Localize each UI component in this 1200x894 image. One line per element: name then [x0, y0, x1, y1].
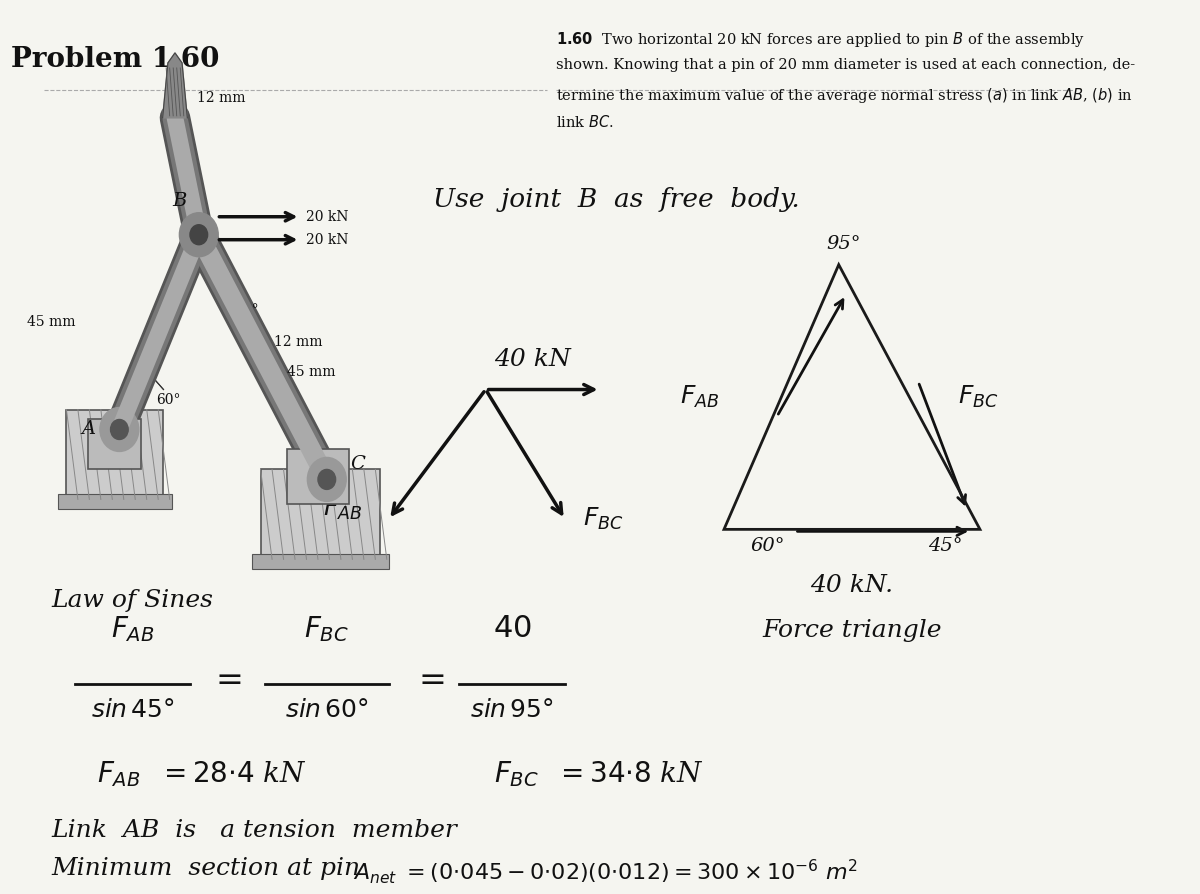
Circle shape: [100, 408, 139, 451]
Text: 12 mm: 12 mm: [274, 334, 323, 349]
Text: $F_{BC}$: $F_{BC}$: [305, 614, 349, 645]
Text: $F_{AB}$: $F_{AB}$: [110, 614, 155, 645]
Circle shape: [307, 458, 347, 502]
Text: 40 kN.: 40 kN.: [810, 574, 894, 597]
Text: Link  AB  is   a tension  member: Link AB is a tension member: [52, 819, 457, 842]
Text: 20 kN: 20 kN: [306, 210, 348, 224]
Text: $\mathbf{1.60}$  Two horizontal 20 kN forces are applied to pin $B$ of the assem: $\mathbf{1.60}$ Two horizontal 20 kN for…: [557, 30, 1086, 49]
Text: $F_{BC}$: $F_{BC}$: [583, 506, 623, 533]
Text: 45°: 45°: [235, 303, 259, 316]
Text: $F_{AB}$: $F_{AB}$: [680, 384, 720, 409]
Text: 12 mm: 12 mm: [197, 91, 246, 105]
Circle shape: [110, 419, 128, 440]
Text: C: C: [350, 455, 365, 474]
Text: $sin\,45°$: $sin\,45°$: [91, 699, 174, 722]
Circle shape: [318, 469, 336, 489]
Text: $F_{BC}$: $F_{BC}$: [958, 384, 998, 409]
Text: $F_{BC}$  $= 34{\cdot}8$ kN: $F_{BC}$ $= 34{\cdot}8$ kN: [494, 759, 704, 789]
Text: Problem 1.60: Problem 1.60: [11, 46, 220, 73]
Text: $sin\,60°$: $sin\,60°$: [284, 699, 368, 722]
Text: Use  joint  B  as  free  body.: Use joint B as free body.: [433, 187, 799, 212]
Polygon shape: [163, 53, 187, 118]
Text: $sin\,95°$: $sin\,95°$: [470, 699, 554, 722]
Text: $F_{AB}$  $= 28{\cdot}4$ kN: $F_{AB}$ $= 28{\cdot}4$ kN: [97, 759, 307, 789]
Polygon shape: [58, 494, 173, 510]
Text: Law of Sines: Law of Sines: [52, 589, 214, 612]
Text: 95°: 95°: [826, 235, 860, 253]
Circle shape: [179, 213, 218, 257]
Text: 20 kN: 20 kN: [306, 232, 348, 247]
Text: Minimum  section at pin: Minimum section at pin: [52, 857, 360, 880]
Text: A: A: [82, 420, 96, 438]
Text: $A_{net}$ $= (0{\cdot}045-0{\cdot}02)(0{\cdot}012) = 300\times10^{-6}\ m^2$: $A_{net}$ $= (0{\cdot}045-0{\cdot}02)(0{…: [353, 857, 858, 886]
Polygon shape: [260, 469, 379, 560]
Polygon shape: [66, 409, 163, 500]
Text: shown. Knowing that a pin of 20 mm diameter is used at each connection, de-: shown. Knowing that a pin of 20 mm diame…: [557, 58, 1135, 72]
Text: 45°: 45°: [928, 537, 962, 555]
Text: B: B: [172, 191, 186, 210]
Text: 45 mm: 45 mm: [26, 315, 76, 329]
Text: $F_{AB}$: $F_{AB}$: [323, 496, 362, 522]
Text: 60°: 60°: [156, 392, 180, 407]
Text: $=$: $=$: [412, 663, 445, 696]
Bar: [89, 419, 142, 469]
Polygon shape: [252, 554, 389, 569]
Text: link $BC$.: link $BC$.: [557, 114, 614, 130]
Text: termine the maximum value of the average normal stress $(a)$ in link $AB$, $(b)$: termine the maximum value of the average…: [557, 86, 1133, 105]
Text: 40 kN: 40 kN: [494, 348, 571, 371]
Bar: [287, 450, 349, 504]
Text: 60°: 60°: [750, 537, 785, 555]
Text: Force triangle: Force triangle: [762, 620, 942, 642]
Text: 45 mm: 45 mm: [287, 365, 336, 378]
Circle shape: [190, 224, 208, 245]
Text: $40$: $40$: [493, 613, 532, 645]
Text: $=$: $=$: [209, 663, 241, 696]
